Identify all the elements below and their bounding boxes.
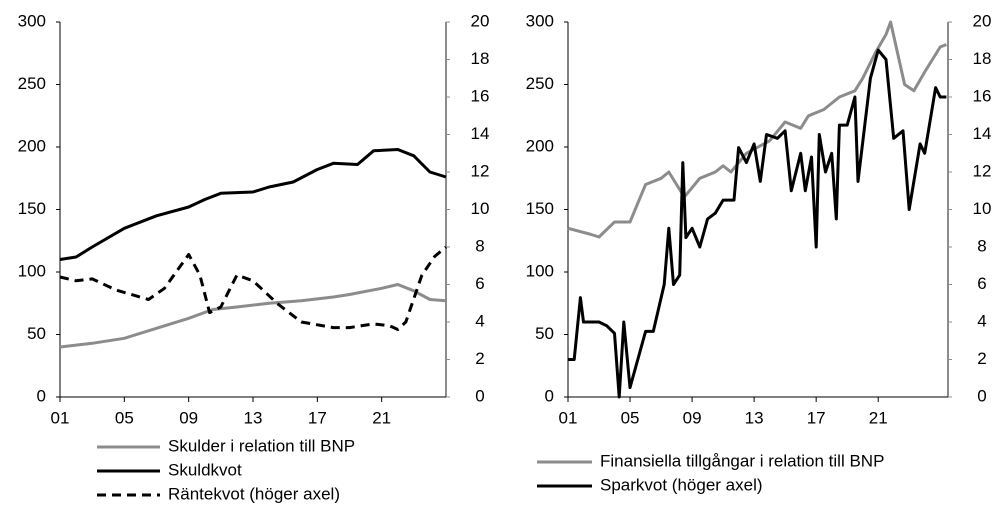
y2-tick-label: 0 xyxy=(475,386,484,405)
legend-label: Skuldkvot xyxy=(168,460,242,479)
y2-tick-label: 8 xyxy=(475,236,484,255)
legend-label: Finansiella tillgångar i relation till B… xyxy=(600,451,884,470)
y-tick-label: 100 xyxy=(18,261,46,280)
x-tick-label: 13 xyxy=(244,408,263,427)
y2-tick-label: 0 xyxy=(977,386,986,405)
y2-tick-label: 6 xyxy=(977,274,986,293)
y2-tick-label: 10 xyxy=(973,199,992,218)
y-tick-label: 200 xyxy=(18,136,46,155)
y-tick-label: 50 xyxy=(27,324,46,343)
y2-tick-label: 16 xyxy=(471,86,490,105)
y-tick-label: 0 xyxy=(37,386,46,405)
y2-tick-label: 2 xyxy=(475,349,484,368)
x-tick-label: 09 xyxy=(179,408,198,427)
y2-tick-label: 12 xyxy=(471,161,490,180)
x-tick-label: 05 xyxy=(115,408,134,427)
y2-tick-label: 12 xyxy=(973,161,992,180)
y-tick-label: 300 xyxy=(526,11,554,30)
x-tick-label: 13 xyxy=(745,408,764,427)
y2-tick-label: 4 xyxy=(977,311,986,330)
line-series xyxy=(567,20,947,239)
y2-tick-label: 18 xyxy=(471,49,490,68)
x-tick-label: 01 xyxy=(559,408,578,427)
line-series xyxy=(59,148,447,261)
y-tick-label: 0 xyxy=(545,386,554,405)
x-tick-label: 01 xyxy=(51,408,70,427)
x-tick-label: 05 xyxy=(621,408,640,427)
y2-tick-label: 18 xyxy=(973,49,992,68)
y2-tick-label: 16 xyxy=(973,86,992,105)
y2-tick-label: 6 xyxy=(475,274,484,293)
y2-tick-label: 10 xyxy=(471,199,490,218)
x-tick-label: 09 xyxy=(683,408,702,427)
y-tick-label: 250 xyxy=(18,74,46,93)
legend-label: Skulder i relation till BNP xyxy=(168,436,355,455)
line-series xyxy=(59,283,447,349)
y2-tick-label: 4 xyxy=(475,311,484,330)
x-tick-label: 17 xyxy=(308,408,327,427)
x-tick-label: 21 xyxy=(869,408,888,427)
y2-tick-label: 2 xyxy=(977,349,986,368)
y-tick-label: 150 xyxy=(526,199,554,218)
line-series xyxy=(59,245,447,331)
x-tick-label: 17 xyxy=(807,408,826,427)
y-tick-label: 300 xyxy=(18,11,46,30)
legend-label: Räntekvot (höger axel) xyxy=(168,484,340,503)
y2-tick-label: 14 xyxy=(973,124,992,143)
y-tick-label: 150 xyxy=(18,199,46,218)
y2-tick-label: 14 xyxy=(471,124,490,143)
y2-tick-label: 8 xyxy=(977,236,986,255)
x-tick-label: 21 xyxy=(372,408,391,427)
legend-label: Sparkvot (höger axel) xyxy=(600,475,763,494)
y-tick-label: 250 xyxy=(526,74,554,93)
y-tick-label: 100 xyxy=(526,261,554,280)
y2-tick-label: 20 xyxy=(973,11,992,30)
y-tick-label: 50 xyxy=(535,324,554,343)
y-tick-label: 200 xyxy=(526,136,554,155)
line-series xyxy=(568,48,947,399)
y2-tick-label: 20 xyxy=(471,11,490,30)
